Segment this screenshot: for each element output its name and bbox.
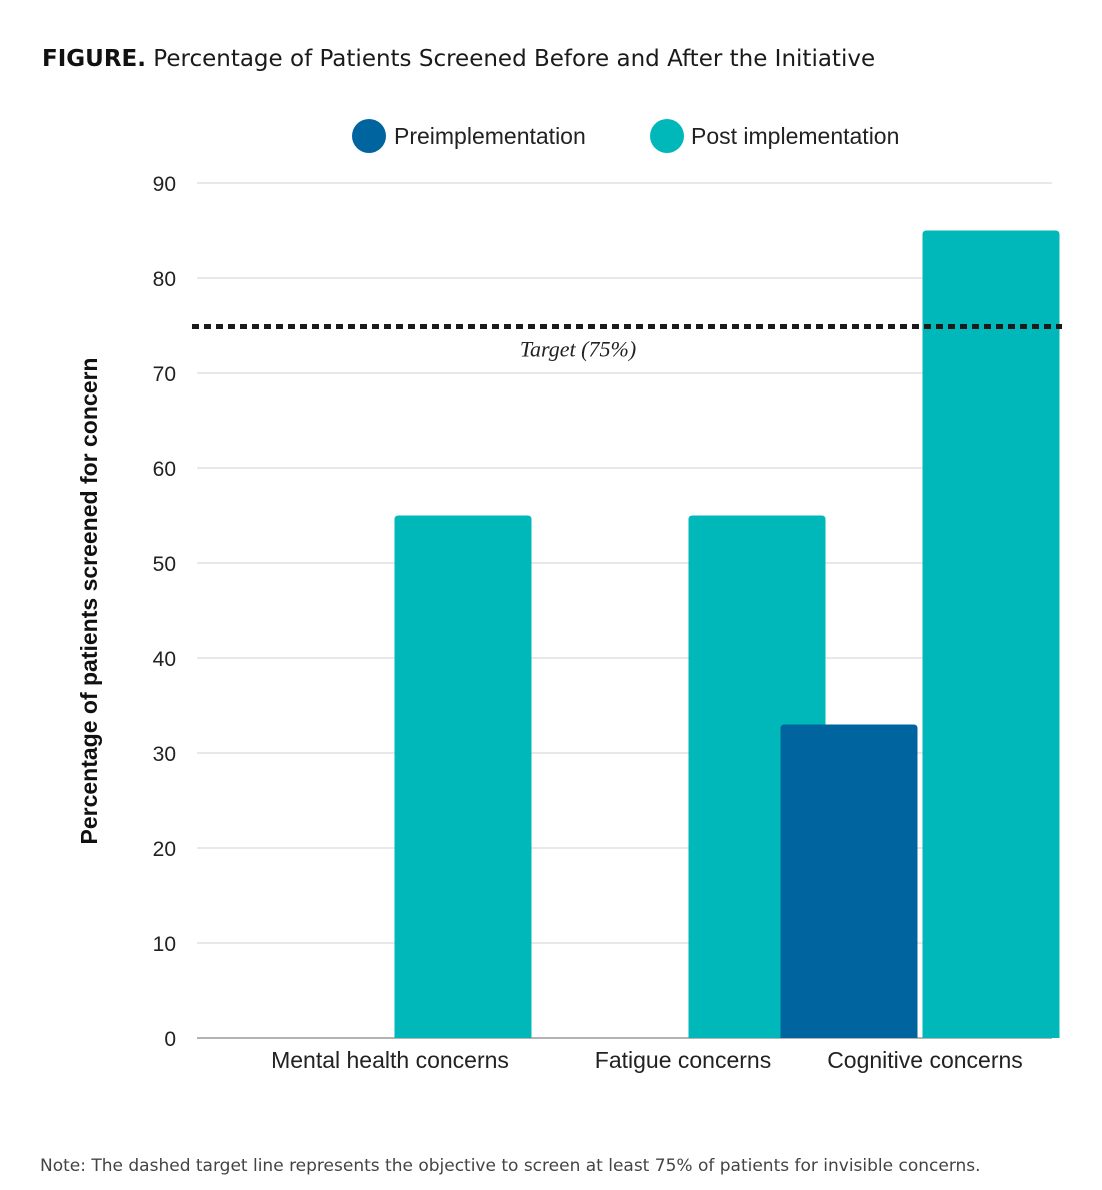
bar-chart: Preimplementation Post implementation 0 10… — [76, 119, 1062, 1073]
chart-bars — [394, 230, 1060, 1038]
figure-title: FIGURE. Percentage of Patients Screened … — [42, 46, 875, 72]
figure-note: Note: The dashed target line represents … — [40, 1156, 981, 1176]
legend-swatch-preimplementation — [352, 119, 386, 153]
y-tick-label: 90 — [153, 173, 176, 196]
chart-legend: Preimplementation Post implementation — [352, 119, 899, 153]
y-tick-label: 80 — [153, 268, 176, 291]
figure-label: FIGURE. — [42, 46, 146, 72]
x-tick-label: Cognitive concerns — [827, 1047, 1023, 1073]
y-tick-label: 70 — [153, 363, 176, 386]
legend-label: Post implementation — [691, 123, 899, 149]
y-axis-label: Percentage of patients screened for conc… — [76, 358, 102, 845]
y-tick-label: 60 — [153, 458, 176, 481]
bar-post-implementation-mental-health-concerns — [394, 515, 532, 1038]
x-tick-label: Mental health concerns — [271, 1047, 509, 1073]
target-label: Target (75%) — [520, 337, 636, 362]
y-tick-label: 30 — [153, 743, 176, 766]
y-tick-label: 10 — [153, 933, 176, 956]
y-axis-ticks: 0 10 20 30 40 50 60 70 80 90 — [153, 173, 176, 1051]
y-tick-label: 0 — [164, 1028, 176, 1051]
figure-title-text: Percentage of Patients Screened Before a… — [153, 46, 876, 72]
x-axis-ticks: Mental health concerns Fatigue concerns Co… — [271, 1047, 1023, 1073]
y-tick-label: 50 — [153, 553, 176, 576]
x-tick-label: Fatigue concerns — [595, 1047, 771, 1073]
y-tick-label: 20 — [153, 838, 176, 861]
legend-swatch-post-implementation — [650, 119, 684, 153]
bar-post-implementation-cognitive-concerns — [922, 230, 1060, 1038]
target-line-group: Target (75%) — [192, 324, 1062, 362]
bar-preimplementation-cognitive-concerns — [780, 724, 918, 1038]
y-tick-label: 40 — [153, 648, 176, 671]
legend-label: Preimplementation — [394, 123, 586, 149]
